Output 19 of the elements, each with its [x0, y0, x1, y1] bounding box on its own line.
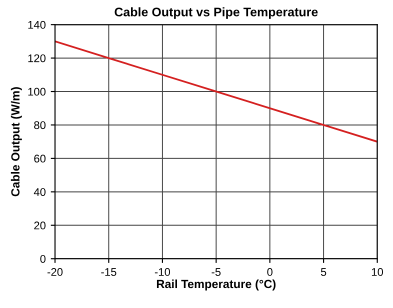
x-tick-label: -10 — [154, 268, 170, 276]
y-axis-title: Cable Output (W/m) — [10, 87, 22, 196]
y-tick-label: 120 — [28, 54, 46, 62]
chart-title: Cable Output vs Pipe Temperature — [114, 7, 318, 19]
x-axis-title: Rail Temperature (°C) — [156, 279, 276, 290]
x-tick-label: 5 — [320, 268, 326, 276]
y-tick-label: 20 — [34, 222, 46, 230]
y-tick-label: 40 — [34, 188, 46, 196]
x-tick-label: 10 — [372, 268, 384, 276]
x-tick-label: -20 — [47, 268, 63, 276]
x-tick-label: -5 — [212, 268, 221, 276]
y-tick-label: 140 — [28, 20, 46, 29]
y-tick-label: 60 — [34, 154, 46, 163]
y-tick-label: 100 — [28, 88, 46, 96]
y-tick-label: 80 — [34, 121, 46, 130]
x-tick-label: 0 — [267, 268, 273, 276]
x-tick-label: -15 — [101, 268, 116, 276]
line-series — [55, 40, 378, 143]
y-tick-label: 0 — [40, 254, 46, 263]
